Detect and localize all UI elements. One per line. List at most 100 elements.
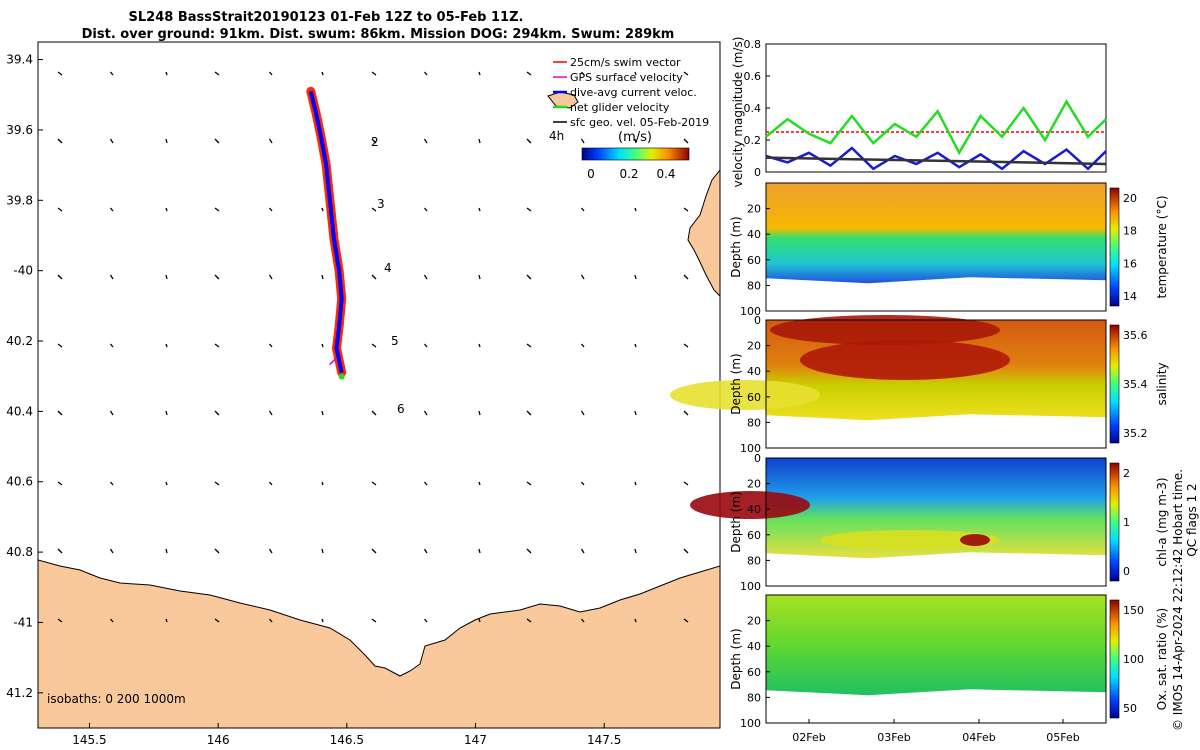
section-colorbar-label: chl-a (mg m-3) <box>1155 477 1169 566</box>
velocity-axes <box>765 43 1107 173</box>
sfc-velocity-arrow <box>526 410 532 416</box>
map-y-tick-label: 40.2 <box>6 334 33 348</box>
sfc-velocity-arrow <box>110 207 114 212</box>
section-y-tick-label: 80 <box>747 279 761 292</box>
sfc-velocity-arrow <box>214 71 220 76</box>
sfc-velocity-arrow <box>110 618 114 623</box>
sfc-velocity-arrow <box>424 207 428 212</box>
section-y-tick-label: 40 <box>747 503 761 516</box>
time-tick-label: 03Feb <box>877 731 910 744</box>
surface-velocity-field <box>57 71 689 623</box>
section-y-tick-label: 100 <box>740 717 761 730</box>
velocity-y-tick-label: 0 <box>754 166 761 179</box>
sfc-velocity-arrow <box>371 274 377 280</box>
sfc-velocity-arrow <box>683 548 689 554</box>
section-y-tick-label: 80 <box>747 416 761 429</box>
colorbar-tick-label: 50 <box>1123 702 1137 715</box>
sfc-velocity-arrow <box>165 410 168 416</box>
figure-title: SL248 BassStrait20190123 01-Feb 12Z to 0… <box>129 10 524 25</box>
colorbar-tick-label: 0 <box>1123 565 1130 578</box>
sfc-velocity-arrow <box>321 71 324 76</box>
colorbar-tick-label: 100 <box>1123 653 1144 666</box>
qc-note: QC flags 1 2 <box>1185 483 1199 556</box>
section-y-tick-label: 100 <box>740 305 761 318</box>
section-y-tick-label: 20 <box>747 478 761 491</box>
day-label: 6 <box>397 402 405 416</box>
map-x-tick-label: 145.5 <box>72 733 106 747</box>
map-y-tick-label: 39.6 <box>6 123 33 137</box>
sfc-velocity-arrow <box>269 343 273 348</box>
sfc-velocity-arrow <box>371 548 377 554</box>
sfc-velocity-arrow <box>634 410 637 416</box>
section-colorbar <box>1109 187 1120 307</box>
sfc-velocity-arrow <box>165 618 168 623</box>
colorbar-tick-label: 150 <box>1123 604 1144 617</box>
sfc-velocity-arrow <box>478 274 481 280</box>
velocity-y-tick-label: 0.8 <box>744 38 762 51</box>
colorbar-tick-label: 18 <box>1123 225 1137 238</box>
sfc-velocity-arrow <box>109 274 114 280</box>
sfc-velocity-arrow <box>371 71 377 76</box>
map-y-tick-label: -41 <box>13 615 33 629</box>
sfc-velocity-arrow <box>109 138 114 144</box>
sfc-velocity-arrow <box>526 618 532 623</box>
colorbar-tick-label: 14 <box>1123 290 1137 303</box>
velocity-y-tick-label: 0.4 <box>744 102 762 115</box>
section-panel: 0 20 40 60 80 100 Depth (m) 0 1 2 chl-a (mg m-3) <box>690 452 1169 593</box>
sfc-velocity-arrow <box>57 481 63 486</box>
sfc-velocity-arrow <box>57 71 63 76</box>
map-x-tick-label: 147 <box>464 733 487 747</box>
sfc-velocity-arrow <box>581 71 585 76</box>
map-x-axis: 145.5 146 146.5 147 147.5 <box>72 723 621 747</box>
sfc-velocity-arrow <box>683 71 689 76</box>
sfc-velocity-arrow <box>269 481 273 486</box>
sfc-velocity-arrow <box>371 207 377 212</box>
sfc-velocity-arrow <box>424 481 428 486</box>
sfc-velocity-arrow <box>526 548 532 554</box>
velocity-y-axis: 0 0.2 0.4 0.6 0.8 <box>744 38 770 179</box>
day-label: 5 <box>391 334 399 348</box>
day-labels: 2 3 4 5 6 <box>371 135 405 416</box>
sfc-velocity-arrow <box>580 548 585 554</box>
sfc-velocity-arrow <box>423 138 428 144</box>
glider-track <box>306 86 347 380</box>
sfc-velocity-arrow <box>57 410 63 416</box>
sfc-velocity-arrow <box>269 618 273 623</box>
section-y-tick-label: 60 <box>747 254 761 267</box>
section-feature <box>820 530 1000 550</box>
sfc-velocity-arrow <box>268 410 273 416</box>
section-y-tick-label: 80 <box>747 691 761 704</box>
section-ylabel: Depth (m) <box>729 216 743 277</box>
sfc-velocity-arrow <box>371 343 377 348</box>
sfc-velocity-arrow <box>478 481 481 486</box>
sfc-velocity-arrow <box>214 410 220 416</box>
section-feature <box>770 315 1000 345</box>
section-y-tick-label: 40 <box>747 228 761 241</box>
map-legend: 25cm/s swim vector GPS surface velocity … <box>549 56 709 181</box>
sfc-velocity-arrow <box>478 410 481 416</box>
sfc-velocity-arrow <box>424 618 428 623</box>
day-label: 2 <box>371 135 379 149</box>
colorbar-note: 4h <box>549 129 564 143</box>
sfc-velocity-arrow <box>478 618 481 623</box>
section-panel: 20 40 60 80 100 Depth (m) 14 16 18 20 temperature … <box>729 182 1169 318</box>
time-tick-label: 05Feb <box>1046 731 1079 744</box>
velocity-panel: 0 0.2 0.4 0.6 0.8 velocity magnitude (m/s) <box>731 37 1107 187</box>
section-y-tick-label: 60 <box>747 391 761 404</box>
sfc-velocity-arrow <box>321 548 324 554</box>
sfc-velocity-arrow <box>109 548 114 554</box>
section-y-tick-label: 60 <box>747 529 761 542</box>
sfc-velocity-arrow <box>269 71 273 76</box>
sfc-velocity-arrow <box>424 343 428 348</box>
section-panel: 20 40 60 80 100 Depth (m) 50 100 150 Ox. sat. rat… <box>729 594 1169 730</box>
section-feature <box>960 534 990 546</box>
sfc-velocity-arrow <box>526 274 532 280</box>
section-y-tick-label: 80 <box>747 554 761 567</box>
colorbar-tick: 0.4 <box>656 167 675 181</box>
section-feature <box>670 380 820 410</box>
sfc-velocity-arrow <box>423 548 428 554</box>
sfc-velocity-arrow <box>526 71 532 76</box>
colorbar-tick-label: 20 <box>1123 192 1137 205</box>
sfc-velocity-arrow <box>214 138 220 144</box>
